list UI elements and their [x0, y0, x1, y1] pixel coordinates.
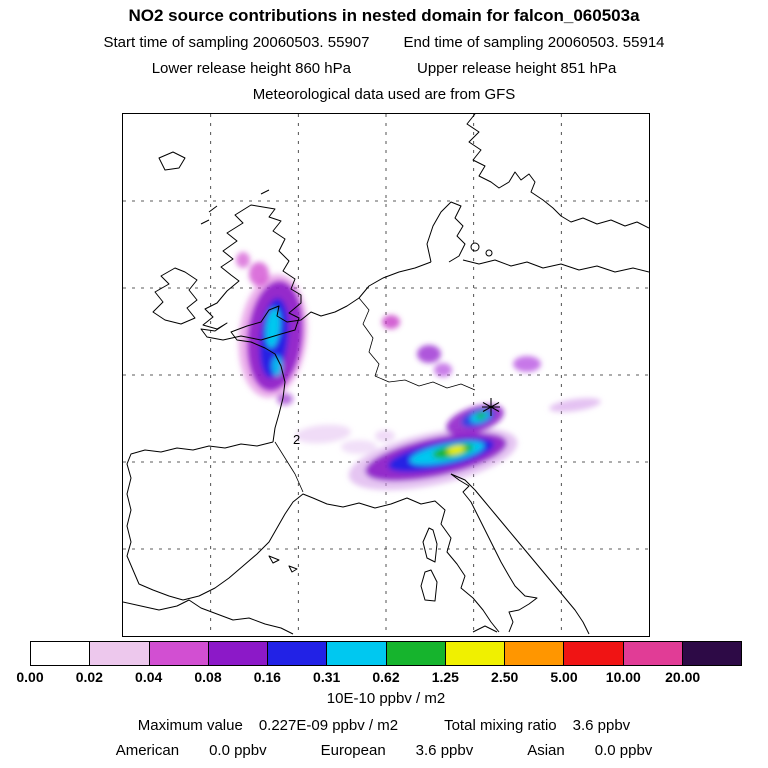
border-france-germany	[358, 297, 380, 377]
contribution-value: 3.6 ppbv	[415, 742, 474, 759]
colorbar-segment-2	[149, 642, 209, 665]
no2-scattered-patches	[295, 315, 601, 454]
coastline-italy-east	[450, 473, 538, 633]
grid-lines	[123, 114, 649, 636]
page-title: NO2 source contributions in nested domai…	[128, 6, 640, 25]
maximum-value-pair: Maximum value 0.227E-09 ppbv / m2	[138, 717, 398, 734]
colorbar-tick-1.25: 1.25	[431, 669, 459, 685]
colorbar-segment-7	[445, 642, 505, 665]
europe-map: 2	[123, 114, 649, 636]
colorbar-units-label: 10E-10 ppbv / m2	[326, 690, 446, 707]
colorbar-tick-20.00: 20.00	[665, 669, 701, 685]
colorbar-segment-10	[623, 642, 683, 665]
coastline-sardinia	[420, 569, 438, 602]
total-mixing-ratio-pair: Total mixing ratio 3.6 ppbv	[444, 717, 630, 734]
coastline-hebrides	[200, 189, 270, 225]
contribution-european: European 3.6 ppbv	[321, 742, 474, 759]
colorbar-segment-5	[327, 642, 387, 665]
contribution-region-label: European	[320, 742, 386, 759]
colorbar-tick-0.31: 0.31	[313, 669, 341, 685]
end-time-label: End time of sampling 20060503. 55914	[403, 34, 665, 51]
coastline-balkan	[450, 473, 590, 635]
europe-map-panel: 2	[122, 113, 650, 637]
colorbar-tick-2.50: 2.50	[491, 669, 519, 685]
colorbar-tick-0.02: 0.02	[75, 669, 103, 685]
colorbar-segment-6	[386, 642, 446, 665]
contribution-asian: Asian 0.0 ppbv	[527, 742, 652, 759]
coastline-great-britain	[200, 204, 302, 341]
colorbar-ticks: 0.00 0.02 0.04 0.08 0.16 0.31 0.62 1.25 2.50 5.00…	[16, 669, 742, 687]
contour-label: 2	[293, 432, 300, 447]
colorbar-segment-9	[564, 642, 624, 665]
border-pyrenees	[274, 441, 304, 493]
coastline-denmark	[426, 201, 466, 263]
maximum-value-label: Maximum value	[137, 717, 243, 734]
coastline-danish-island	[470, 242, 480, 252]
coastline-sicily-tip	[472, 625, 498, 633]
colorbar-tick-5.00: 5.00	[550, 669, 578, 685]
lower-release-label: Lower release height 860 hPa	[151, 60, 351, 77]
no2-plume-alps	[348, 404, 518, 491]
coastline-mainland-west	[230, 261, 432, 443]
colorbar-segment-11	[682, 642, 741, 665]
total-mixing-ratio-label: Total mixing ratio	[444, 717, 557, 734]
coastlines	[123, 114, 649, 635]
met-source-label: Meteorological data used are from GFS	[252, 86, 516, 103]
contribution-value: 0.0 ppbv	[209, 742, 267, 759]
no2-concentration-field	[236, 252, 601, 491]
maximum-value: 0.227E-09 ppbv / m2	[258, 717, 399, 734]
summary-row: Maximum value 0.227E-09 ppbv / m2 Total …	[0, 717, 768, 734]
coastline-africa	[123, 599, 294, 635]
contribution-american: American 0.0 ppbv	[116, 742, 267, 759]
colorbar	[30, 641, 742, 666]
coastline-norway-sweden	[466, 114, 649, 229]
coastline-danish-island-2	[485, 249, 493, 257]
coastline-ireland	[152, 267, 198, 325]
coastline-balearics	[268, 555, 298, 573]
colorbar-segment-0	[31, 642, 91, 665]
sampling-time-row: Start time of sampling 20060503. 55907 E…	[0, 34, 768, 51]
colorbar-tick-0.08: 0.08	[194, 669, 222, 685]
colorbar-tick-0.04: 0.04	[135, 669, 163, 685]
no2-plume-uk	[236, 252, 308, 405]
coastline-island-nw	[158, 151, 186, 171]
coastline-baltic-south	[462, 259, 649, 273]
total-mixing-ratio-value: 3.6 ppbv	[572, 717, 631, 734]
colorbar-tick-0.62: 0.62	[372, 669, 400, 685]
colorbar-segment-8	[505, 642, 565, 665]
contributions-row: American 0.0 ppbv European 3.6 ppbv Asian 0.0…	[0, 742, 768, 759]
release-height-row: Lower release height 860 hPa Upper relea…	[0, 60, 768, 77]
contribution-region-label: American	[115, 742, 180, 759]
contribution-value: 0.0 ppbv	[594, 742, 653, 759]
coastline-iberia-med-italy	[126, 441, 500, 633]
colorbar-segment-3	[208, 642, 268, 665]
upper-release-label: Upper release height 851 hPa	[417, 60, 617, 77]
start-time-label: Start time of sampling 20060503. 55907	[103, 34, 370, 51]
colorbar-tick-10.00: 10.00	[605, 669, 641, 685]
border-alps	[374, 375, 476, 391]
met-source-row: Meteorological data used are from GFS	[0, 86, 768, 103]
colorbar-segment-4	[268, 642, 328, 665]
colorbar-tick-0.16: 0.16	[253, 669, 281, 685]
flight-position-marker-icon	[482, 398, 500, 416]
contribution-region-label: Asian	[527, 742, 565, 759]
colorbar-segment-1	[90, 642, 150, 665]
coastline-corsica	[422, 527, 438, 563]
colorbar-tick-0.00: 0.00	[16, 669, 44, 685]
